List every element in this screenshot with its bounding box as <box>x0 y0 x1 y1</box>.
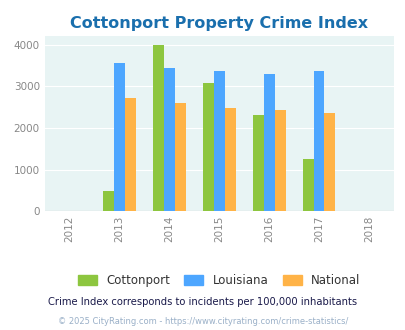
Legend: Cottonport, Louisiana, National: Cottonport, Louisiana, National <box>73 270 364 292</box>
Text: Crime Index corresponds to incidents per 100,000 inhabitants: Crime Index corresponds to incidents per… <box>48 297 357 307</box>
Bar <box>175 103 185 211</box>
Title: Cottonport Property Crime Index: Cottonport Property Crime Index <box>70 16 367 31</box>
Bar <box>263 74 274 211</box>
Bar <box>213 71 224 211</box>
Bar <box>202 83 213 211</box>
Bar <box>164 68 175 211</box>
Bar <box>324 113 335 211</box>
Bar <box>274 110 285 211</box>
Bar <box>224 108 235 211</box>
Bar <box>313 71 324 211</box>
Bar <box>153 45 164 211</box>
Bar <box>125 98 136 211</box>
Bar <box>302 159 313 211</box>
Bar <box>252 115 263 211</box>
Text: © 2025 CityRating.com - https://www.cityrating.com/crime-statistics/: © 2025 CityRating.com - https://www.city… <box>58 317 347 326</box>
Bar <box>103 191 114 211</box>
Bar <box>114 63 125 211</box>
